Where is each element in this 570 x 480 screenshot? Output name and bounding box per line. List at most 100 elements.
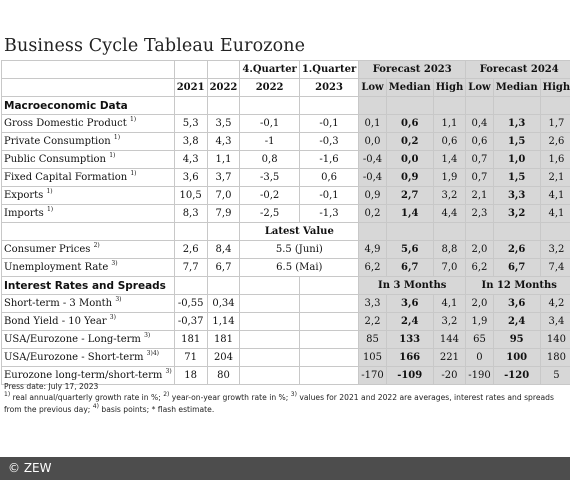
latest-header-row: Latest Value [1, 222, 570, 241]
forecast-cell: 6,2 [358, 258, 387, 277]
table-row: Eurozone long-term/short-term 3) 18 80 -170… [1, 366, 570, 385]
section-row: Macroeconomic Data [1, 96, 570, 115]
forecast-cell: 2,7 [385, 186, 434, 205]
footnote-marker: 3) [109, 313, 116, 321]
table-row: USA/Eurozone - Long-term 3) 181 181 85 133 14… [1, 330, 570, 349]
row-label-text: Unemployment Rate [4, 261, 109, 273]
forecast-cell: 85 [358, 330, 387, 349]
row-label: Eurozone long-term/short-term 3) [1, 366, 175, 385]
footnote-marker: 3) [144, 331, 151, 339]
forecast-cell: 221 [432, 348, 467, 367]
row-label-text: Bond Yield - 10 Year [4, 315, 107, 327]
forecast-cell [358, 222, 387, 241]
forecast-cell: 3,6 [492, 294, 541, 313]
forecast-cell: 7,0 [432, 258, 467, 277]
forecast-cell: 7,4 [539, 258, 570, 277]
value-cell: 10,5 [173, 186, 208, 205]
forecast-cell: 0,1 [358, 114, 387, 133]
value-cell: 4,3 [206, 132, 241, 151]
forecast-cell [539, 222, 570, 241]
table-cell [298, 96, 360, 115]
header-forecast-2024: Forecast 2024 [465, 60, 570, 79]
table-row: Public Consumption 1) 4,3 1,1 0,8 -1,6 -0,4 0,… [1, 150, 570, 169]
forecast-cell: -170 [358, 366, 387, 385]
forecast-cell [385, 96, 434, 115]
row-label: Bond Yield - 10 Year 3) [1, 312, 175, 331]
value-cell: 0,6 [298, 168, 360, 187]
row-label: Private Consumption 1) [1, 132, 175, 151]
footnote-text: values for 2021 and 2022 are averages, i… [4, 393, 554, 414]
value-cell: 204 [206, 348, 241, 367]
header-stat: Low [465, 78, 494, 97]
value-cell: -0,1 [298, 186, 360, 205]
table-cell [298, 294, 360, 313]
section-title: Interest Rates and Spreads [1, 276, 175, 295]
table-cell [239, 96, 300, 115]
header-quarter-1: 1.Quarter [298, 60, 360, 79]
table-row: Imports 1) 8,3 7,9 -2,5 -1,3 0,2 1,4 4,4 2,3 3,2 4… [1, 204, 570, 223]
row-label: USA/Eurozone - Short-term 3)4) [1, 348, 175, 367]
forecast-cell: 1,6 [539, 150, 570, 169]
header-year: 2022 [206, 78, 241, 97]
footnote-marker: 3)4) [146, 349, 159, 357]
table-cell [239, 276, 300, 295]
forecast-cell: 1,9 [432, 168, 467, 187]
forecast-cell: 3,6 [385, 294, 434, 313]
header-blank [1, 60, 175, 79]
value-cell: 3,7 [206, 168, 241, 187]
forecast-cell [492, 222, 541, 241]
forecast-cell: 0,0 [385, 150, 434, 169]
forecast-cell: -109 [385, 366, 434, 385]
forecast-cell: 6,7 [385, 258, 434, 277]
table-cell [298, 366, 360, 385]
row-label-text: Gross Domestic Product [4, 117, 127, 129]
row-label-text: USA/Eurozone - Long-term [4, 333, 141, 345]
header-blank [173, 60, 208, 79]
table-row: Exports 1) 10,5 7,0 -0,2 -0,1 0,9 2,7 3,2 2,1 3,3… [1, 186, 570, 205]
value-cell: 4,3 [173, 150, 208, 169]
forecast-cell [432, 222, 467, 241]
value-cell: 0,8 [239, 150, 300, 169]
row-label-text: Private Consumption [4, 135, 111, 147]
forecast-cell: 4,1 [539, 204, 570, 223]
value-cell: -0,2 [239, 186, 300, 205]
forecast-cell: 8,8 [432, 240, 467, 259]
table-cell [239, 330, 300, 349]
value-cell: 0,34 [206, 294, 241, 313]
forecast-cell: 3,2 [539, 240, 570, 259]
forecast-cell: 3,3 [492, 186, 541, 205]
value-cell: 7,9 [206, 204, 241, 223]
forecast-cell: 0,2 [385, 132, 434, 151]
forecast-cell: 3,4 [539, 312, 570, 331]
header-forecast-2023: Forecast 2023 [358, 60, 467, 79]
forecast-cell: 3,2 [432, 312, 467, 331]
table-cell [298, 276, 360, 295]
forecast-cell: 4,9 [358, 240, 387, 259]
forecast-cell: 4,2 [539, 294, 570, 313]
header-year: 2023 [298, 78, 360, 97]
footnote-text: year-on-year growth rate in %; [169, 393, 291, 402]
forecast-cell: 3,3 [358, 294, 387, 313]
footnote-text: basis points; * flash estimate. [98, 405, 215, 414]
table-cell [1, 222, 175, 241]
row-label: Gross Domestic Product 1) [1, 114, 175, 133]
forecast-cell: 2,1 [465, 186, 494, 205]
footnotes: 1) real annual/quarterly growth rate in … [4, 392, 566, 416]
forecast-cell: 1,4 [432, 150, 467, 169]
forecast-cell [492, 96, 541, 115]
copyright-text: © ZEW [8, 461, 52, 475]
forecast-cell: 0,9 [358, 186, 387, 205]
footnote-marker: 3) [111, 259, 118, 267]
header-blank [206, 60, 241, 79]
header-row-1: 4.Quarter 1.Quarter Forecast 2023 Forecast … [1, 60, 570, 79]
forecast-cell: 65 [465, 330, 494, 349]
forecast-cell: 1,5 [492, 168, 541, 187]
forecast-cell: 180 [539, 348, 570, 367]
forecast-cell: -20 [432, 366, 467, 385]
value-cell: 1,1 [206, 150, 241, 169]
value-cell: -0,37 [173, 312, 208, 331]
footnote-marker: 1) [129, 115, 137, 123]
value-cell: -0,3 [298, 132, 360, 151]
row-label: Consumer Prices 2) [1, 240, 175, 259]
header-in-3-months: In 3 Months [358, 276, 467, 295]
